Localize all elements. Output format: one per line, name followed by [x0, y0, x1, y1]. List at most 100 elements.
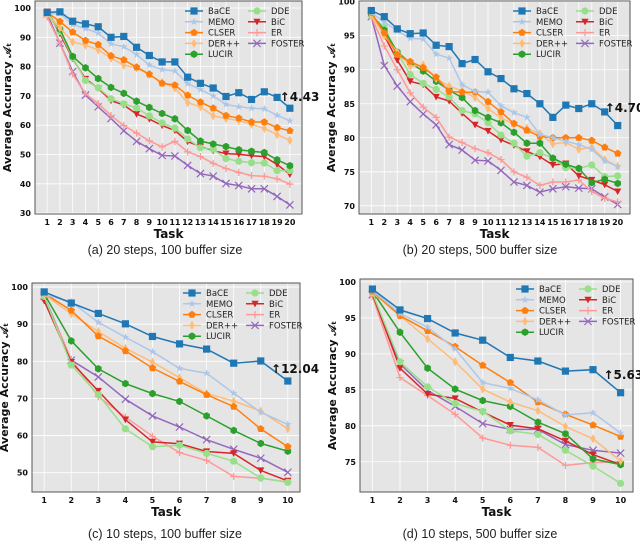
data-point — [432, 120, 441, 129]
data-point — [222, 142, 230, 151]
data-point — [613, 162, 622, 170]
data-point — [132, 50, 141, 58]
x-tick-label: 17 — [573, 218, 584, 227]
legend-item: CLSER — [183, 311, 233, 321]
data-point — [484, 127, 492, 135]
data-point — [419, 79, 427, 87]
data-point — [458, 146, 467, 155]
legend-label: DDE — [599, 7, 617, 17]
data-point — [148, 347, 157, 355]
series-line — [43, 296, 288, 484]
data-point — [497, 108, 505, 116]
data-point — [616, 432, 625, 440]
data-point — [145, 70, 153, 78]
data-point — [273, 123, 281, 131]
data-point — [120, 100, 128, 108]
data-point — [548, 184, 557, 193]
series-line — [43, 293, 289, 452]
improvement-annotation: ↑4.43 — [280, 90, 320, 104]
y-tick-label: 100 — [338, 0, 355, 7]
data-point — [69, 17, 77, 25]
x-axis-label: Task — [482, 505, 513, 519]
data-point — [601, 175, 608, 184]
legend-item: DDE — [248, 7, 289, 17]
legend-marker — [519, 38, 525, 48]
data-point — [432, 73, 440, 81]
series-derpp — [369, 288, 624, 466]
data-point — [588, 178, 595, 187]
data-point — [260, 88, 268, 96]
data-point — [424, 334, 431, 344]
data-point — [247, 118, 256, 126]
series-line — [43, 297, 288, 483]
legend-item: LUCIR — [185, 50, 233, 60]
legend-label: BaCE — [206, 289, 228, 299]
x-tick-label: 2 — [57, 218, 63, 227]
data-point — [230, 457, 238, 465]
y-tick-label: 75 — [345, 458, 357, 467]
data-point — [471, 156, 480, 165]
legend-label: CLSER — [206, 311, 233, 321]
legend-marker — [521, 328, 529, 336]
data-point — [257, 474, 265, 482]
y-tick-label: 75 — [344, 168, 356, 177]
y-tick-label: 50 — [20, 151, 32, 160]
data-point — [471, 106, 479, 115]
x-tick-label: 6 — [433, 218, 439, 227]
data-point — [549, 113, 557, 121]
x-tick-label: 12 — [182, 218, 193, 227]
data-point — [256, 408, 265, 416]
legend-label: FOSTER — [599, 39, 633, 49]
x-tick-label: 10 — [482, 218, 494, 227]
data-point — [230, 359, 238, 367]
series-clser — [40, 289, 292, 450]
data-point — [523, 152, 531, 160]
data-point — [94, 372, 103, 381]
data-point — [145, 144, 154, 153]
data-point — [548, 133, 557, 142]
legend-item: BiC — [246, 300, 283, 310]
legend-item: DER++ — [513, 38, 568, 49]
data-point — [69, 52, 76, 61]
data-point — [458, 60, 466, 68]
data-point — [534, 425, 542, 433]
series-line — [371, 288, 622, 394]
legend-label: ER — [271, 29, 282, 39]
data-point — [148, 332, 157, 341]
data-point — [393, 66, 401, 74]
data-point — [196, 169, 205, 178]
legend-item: ER — [576, 29, 610, 39]
data-point — [175, 423, 184, 432]
subplot-a: 1 2 3 4 5 6 7 8 9 10 11 12 13 14 15 16 17 18 19 20304050607… — [1, 0, 320, 257]
data-point — [158, 143, 166, 151]
data-point — [458, 88, 466, 96]
data-point — [209, 91, 218, 100]
legend-label: DER++ — [536, 39, 568, 49]
legend-marker — [581, 18, 589, 26]
data-point — [209, 84, 217, 92]
data-point — [67, 361, 75, 369]
data-point — [196, 144, 205, 152]
legend-marker — [584, 285, 592, 293]
x-tick-label: 7 — [535, 496, 541, 505]
data-point — [497, 101, 505, 110]
x-axis-label: Task — [154, 227, 185, 241]
data-point — [497, 74, 505, 83]
data-point — [287, 135, 293, 146]
legend-label: MEMO — [206, 300, 233, 310]
data-point — [273, 161, 281, 169]
data-point — [222, 100, 230, 108]
axes-frame — [34, 0, 303, 215]
y-tick-label: 95 — [345, 314, 357, 323]
data-point — [107, 39, 115, 48]
x-tick-label: 2 — [381, 218, 387, 227]
data-point — [221, 179, 231, 188]
data-point — [229, 389, 238, 397]
data-point — [484, 119, 492, 127]
data-point — [158, 65, 166, 73]
data-point — [273, 111, 281, 119]
legend-item: DDE — [579, 285, 620, 295]
axes-frame — [359, 278, 634, 493]
x-tick-label: 3 — [394, 218, 400, 227]
data-point — [148, 443, 157, 451]
